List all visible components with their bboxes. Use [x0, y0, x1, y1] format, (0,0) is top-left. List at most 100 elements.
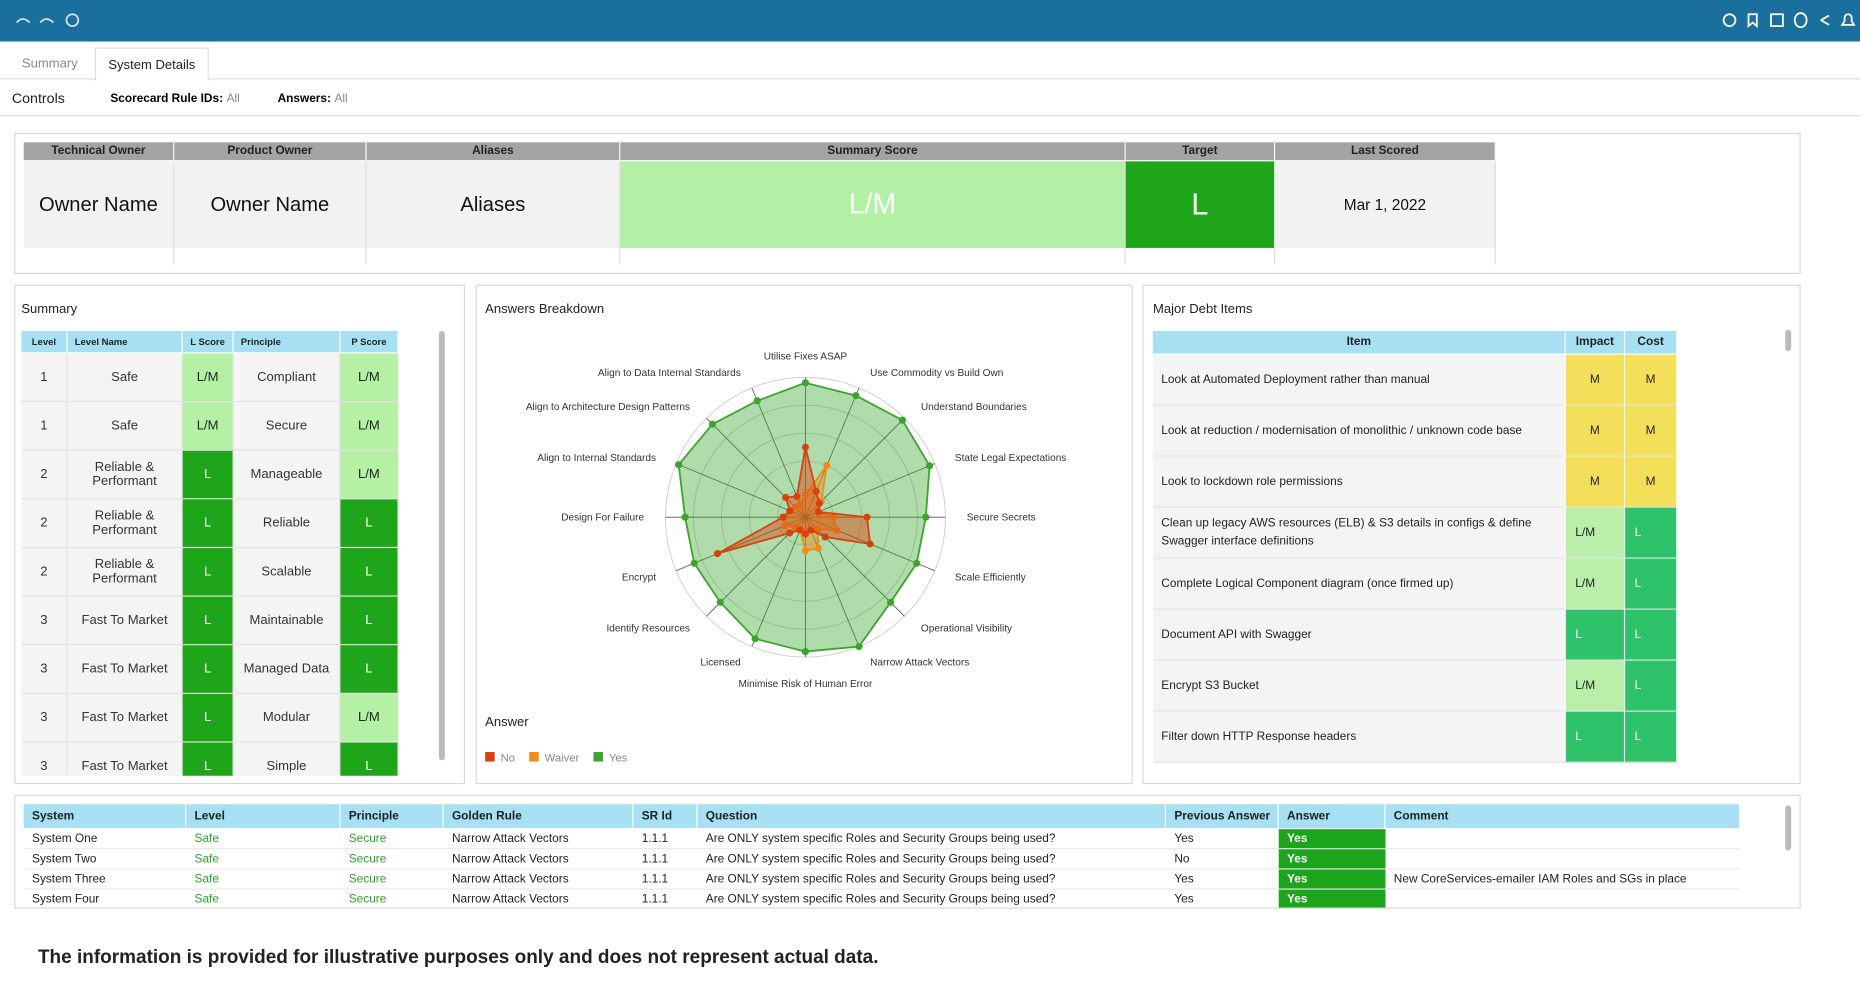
table-cell: L	[1565, 711, 1626, 763]
radar-point	[832, 526, 841, 534]
table-cell: L/M	[340, 450, 399, 500]
table-cell: 1	[21, 353, 68, 403]
kpi-value: L	[1125, 161, 1276, 248]
legend-title: Answer	[485, 714, 529, 729]
table-cell: Managed Data	[233, 645, 341, 694]
radar-point	[796, 526, 804, 534]
table-viewport: Level Level Name L Score Principle P Score 1 S…	[21, 330, 401, 776]
table-cell: Yes	[1166, 869, 1279, 890]
table-header: P Score	[340, 330, 399, 353]
radar-axis-label: Identify Resources	[607, 623, 690, 634]
table-cell: Safe	[67, 353, 183, 403]
table-cell: Fast To Market	[67, 596, 183, 646]
tab[interactable]: Summary	[21, 56, 78, 71]
filter-value[interactable]: All	[226, 92, 240, 106]
bookmark-icon[interactable]	[1747, 13, 1758, 29]
table-cell: L/M	[1565, 558, 1626, 610]
table-cell: L	[182, 450, 234, 500]
table-header: Impact	[1565, 330, 1626, 354]
table-cell: Are ONLY system specific Roles and Secur…	[697, 849, 1167, 870]
table-cell: Safe	[186, 829, 341, 850]
table-header: Level	[186, 804, 341, 828]
table-cell: L/M	[182, 353, 234, 403]
table-cell: M	[1625, 354, 1678, 406]
table-header: Level Name	[67, 330, 183, 353]
radar-point	[812, 487, 820, 495]
table-header: L Score	[182, 330, 234, 353]
tab-active[interactable]: System Details	[94, 47, 209, 81]
table-cell: Yes	[1278, 869, 1386, 890]
footer-note: The information is provided for illustra…	[37, 947, 879, 968]
download-icon[interactable]	[1770, 13, 1784, 27]
data-icon[interactable]	[1793, 12, 1808, 29]
table-cell: L/M	[1565, 507, 1626, 559]
radar-point	[852, 392, 860, 400]
kpi-blank	[1275, 247, 1496, 265]
table-header: Previous Answer	[1166, 804, 1279, 828]
kpi-header: Summary Score	[620, 142, 1126, 161]
undo-icon[interactable]	[15, 18, 31, 24]
filter-label: Scorecard Rule IDs:	[110, 92, 224, 106]
scrollbar	[438, 330, 445, 761]
radar-spoke	[805, 387, 860, 518]
table-cell: L	[340, 742, 399, 776]
kpi-blank	[367, 247, 621, 265]
table-cell: L	[182, 596, 234, 646]
kpi-value: Aliases	[366, 161, 621, 248]
clock-icon[interactable]	[1722, 13, 1737, 27]
table-cell: Safe	[186, 890, 340, 908]
toolbar-icons	[15, 12, 1856, 29]
radar-axis-label: Design For Failure	[561, 513, 644, 524]
table-cell: New CoreServices-emailer IAM Roles and S…	[1385, 869, 1741, 890]
radar-panel: Answers Breakdown Utilise Fixes ASAP Use C…	[475, 284, 1133, 785]
radar-point	[814, 544, 822, 552]
table-cell: Are ONLY system specific Roles and Secur…	[697, 829, 1167, 850]
radar-axis-label: Utilise Fixes ASAP	[764, 351, 848, 362]
refresh-icon[interactable]	[65, 13, 80, 27]
share-icon[interactable]	[1820, 14, 1830, 26]
table-cell: Encrypt S3 Bucket	[1153, 660, 1566, 712]
table-header: Level	[21, 330, 68, 353]
tab-bar: Summary System Details	[0, 42, 1860, 81]
radar-point	[926, 462, 934, 470]
radar-point	[801, 648, 810, 656]
debt-panel: Major Debt Items Item Impact Cost Look at Au…	[1142, 284, 1801, 785]
table-cell: Are ONLY system specific Roles and Secur…	[697, 869, 1167, 890]
table-cell: L	[182, 693, 234, 743]
table-cell: Reliable & Performant	[67, 548, 183, 597]
table-cell: L/M	[340, 353, 399, 403]
table-cell: 3	[21, 596, 68, 646]
table-cell: Yes	[1166, 890, 1279, 908]
table-cell: Yes	[1278, 889, 1386, 908]
table-cell: 1	[21, 402, 68, 451]
table-cell: Narrow Attack Vectors	[443, 869, 634, 890]
table-cell: Filter down HTTP Response headers	[1153, 711, 1566, 763]
radar-axis-label: Minimise Risk of Human Error	[739, 679, 873, 690]
controls-title[interactable]: Controls	[11, 90, 65, 107]
radar-point	[815, 499, 823, 507]
radar-point	[801, 443, 810, 451]
legend-swatch	[485, 752, 495, 762]
table-cell: Secure	[340, 869, 444, 890]
table-header: System	[23, 804, 187, 828]
radar-point	[781, 522, 789, 530]
table-header: Cost	[1625, 330, 1678, 354]
table-cell: Narrow Attack Vectors	[444, 890, 634, 908]
panel-title: Summary	[21, 302, 78, 317]
radar-point	[801, 379, 810, 387]
bell-icon[interactable]	[1840, 13, 1856, 26]
table-cell	[1386, 890, 1741, 908]
radar-point	[681, 513, 689, 521]
redo-icon[interactable]	[39, 18, 55, 24]
table-cell: L	[182, 499, 234, 549]
table-cell: 2	[21, 450, 68, 500]
table-cell: L/M	[182, 402, 234, 451]
table-cell: L	[182, 742, 234, 776]
kpi-value: Owner Name	[23, 161, 175, 248]
radar-chart: Utilise Fixes ASAP Use Commodity vs Build…	[485, 351, 1066, 765]
filter-value[interactable]: All	[334, 92, 348, 106]
table-cell: Modular	[233, 693, 341, 743]
table-cell: Safe	[67, 402, 183, 451]
radar-spoke	[751, 517, 806, 647]
